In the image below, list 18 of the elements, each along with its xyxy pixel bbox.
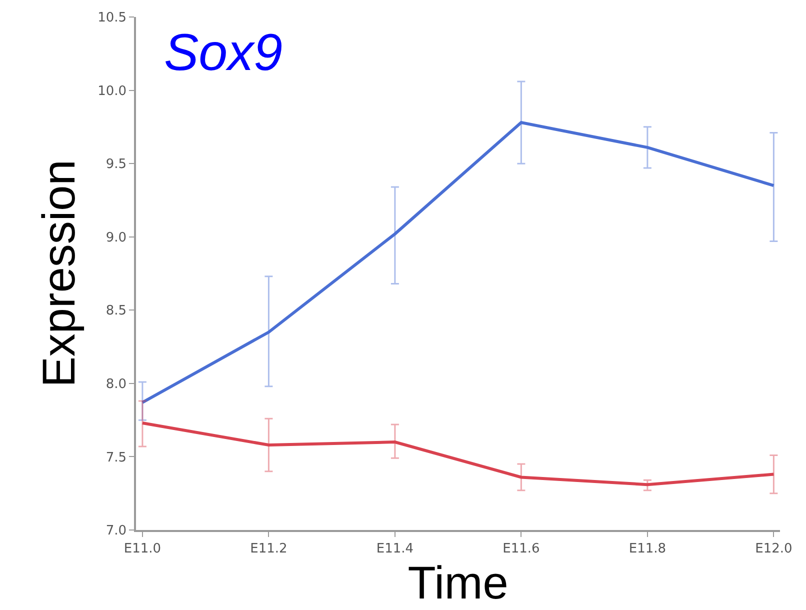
y-tick-label: 9.5 [106, 157, 127, 172]
y-axis-title: Expression [32, 160, 84, 388]
line-series [140, 121, 776, 404]
x-axis-title: Time [408, 556, 508, 609]
y-tick-label: 8.0 [106, 376, 127, 392]
y-tick-label: 9.0 [106, 230, 127, 246]
x-tick-label: E11.2 [250, 542, 288, 557]
y-tick-label: 10.0 [98, 84, 127, 99]
x-tick-label: E11.8 [628, 542, 666, 557]
y-tick-label: 10.5 [98, 10, 127, 26]
x-tick-label: E11.6 [502, 542, 540, 557]
y-tick-label: 8.5 [106, 304, 127, 319]
y-tick-label: 7.5 [106, 450, 127, 466]
annotation: Sox9 [164, 24, 283, 82]
x-tick-label: E12.0 [755, 542, 792, 557]
x-tick-label: E11.4 [376, 542, 414, 557]
x-tick-label: E11.0 [124, 542, 162, 557]
y-tick-label: 7.0 [106, 524, 127, 539]
